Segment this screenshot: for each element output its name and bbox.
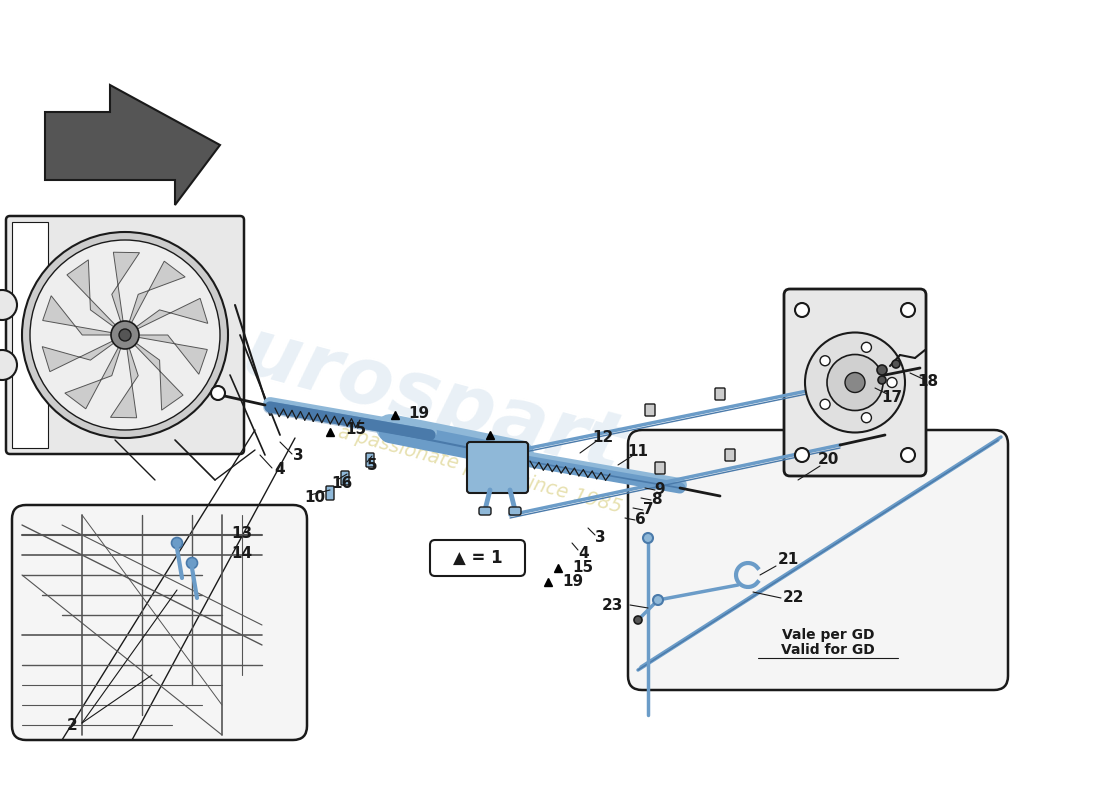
Text: 4: 4 [579, 546, 590, 561]
Circle shape [892, 360, 900, 368]
Circle shape [821, 399, 830, 410]
Circle shape [795, 303, 808, 317]
Polygon shape [112, 252, 140, 335]
Text: 22: 22 [783, 590, 804, 606]
Text: 14: 14 [231, 546, 253, 561]
FancyBboxPatch shape [628, 430, 1008, 690]
FancyBboxPatch shape [654, 462, 666, 474]
Text: 5: 5 [366, 458, 377, 473]
Text: 7: 7 [642, 502, 653, 518]
Circle shape [877, 365, 887, 375]
Text: 10: 10 [305, 490, 326, 506]
Polygon shape [110, 335, 139, 418]
FancyBboxPatch shape [725, 449, 735, 461]
Circle shape [805, 333, 905, 433]
Text: 2: 2 [67, 718, 77, 733]
Circle shape [187, 558, 198, 569]
Circle shape [887, 378, 896, 387]
Polygon shape [125, 261, 185, 335]
Text: 21: 21 [778, 553, 800, 567]
Text: 18: 18 [917, 374, 938, 390]
Text: a passionate parts since 1985: a passionate parts since 1985 [336, 423, 624, 517]
Text: 4: 4 [275, 462, 285, 478]
Circle shape [861, 413, 871, 422]
Text: 11: 11 [627, 445, 649, 459]
FancyBboxPatch shape [784, 289, 926, 476]
Circle shape [119, 329, 131, 341]
Circle shape [901, 303, 915, 317]
FancyBboxPatch shape [366, 453, 374, 467]
Polygon shape [125, 335, 183, 410]
Polygon shape [45, 85, 220, 205]
Circle shape [878, 376, 886, 384]
Circle shape [644, 533, 653, 543]
FancyBboxPatch shape [509, 507, 521, 515]
Text: 3: 3 [595, 530, 605, 546]
FancyBboxPatch shape [715, 388, 725, 400]
Text: ▲ = 1: ▲ = 1 [453, 549, 503, 567]
FancyBboxPatch shape [468, 442, 528, 493]
Text: 13: 13 [231, 526, 253, 541]
FancyBboxPatch shape [341, 471, 349, 485]
Text: 3: 3 [293, 449, 304, 463]
Text: 15: 15 [345, 422, 366, 438]
Text: 9: 9 [654, 482, 666, 498]
Text: Vale per GD: Vale per GD [782, 628, 874, 642]
Circle shape [821, 356, 830, 366]
Polygon shape [65, 335, 125, 409]
FancyBboxPatch shape [478, 507, 491, 515]
Text: 6: 6 [635, 513, 646, 527]
Polygon shape [42, 335, 125, 372]
Circle shape [795, 448, 808, 462]
Circle shape [634, 616, 642, 624]
Circle shape [211, 386, 226, 400]
Bar [12, 222, 48, 448]
Circle shape [861, 342, 871, 352]
Text: 8: 8 [651, 493, 661, 507]
Circle shape [172, 538, 183, 549]
Text: 23: 23 [602, 598, 623, 613]
Circle shape [111, 321, 139, 349]
Polygon shape [125, 335, 207, 374]
Circle shape [22, 232, 228, 438]
Text: 16: 16 [331, 475, 353, 490]
Polygon shape [67, 260, 125, 335]
Circle shape [0, 350, 16, 380]
Circle shape [30, 240, 220, 430]
Text: Valid for GD: Valid for GD [781, 643, 875, 657]
FancyBboxPatch shape [645, 404, 654, 416]
Text: 15: 15 [572, 561, 593, 575]
Polygon shape [43, 296, 125, 335]
Polygon shape [125, 298, 208, 335]
Circle shape [845, 373, 865, 393]
Text: 19: 19 [408, 406, 429, 421]
Circle shape [901, 448, 915, 462]
FancyBboxPatch shape [430, 540, 525, 576]
Circle shape [827, 354, 883, 410]
Text: eurosparts: eurosparts [182, 298, 678, 502]
Text: 20: 20 [817, 453, 838, 467]
Text: 19: 19 [562, 574, 583, 590]
Text: 17: 17 [881, 390, 903, 405]
FancyBboxPatch shape [12, 505, 307, 740]
FancyBboxPatch shape [326, 486, 334, 500]
Circle shape [0, 290, 16, 320]
FancyBboxPatch shape [6, 216, 244, 454]
Text: 12: 12 [593, 430, 614, 445]
Circle shape [653, 595, 663, 605]
